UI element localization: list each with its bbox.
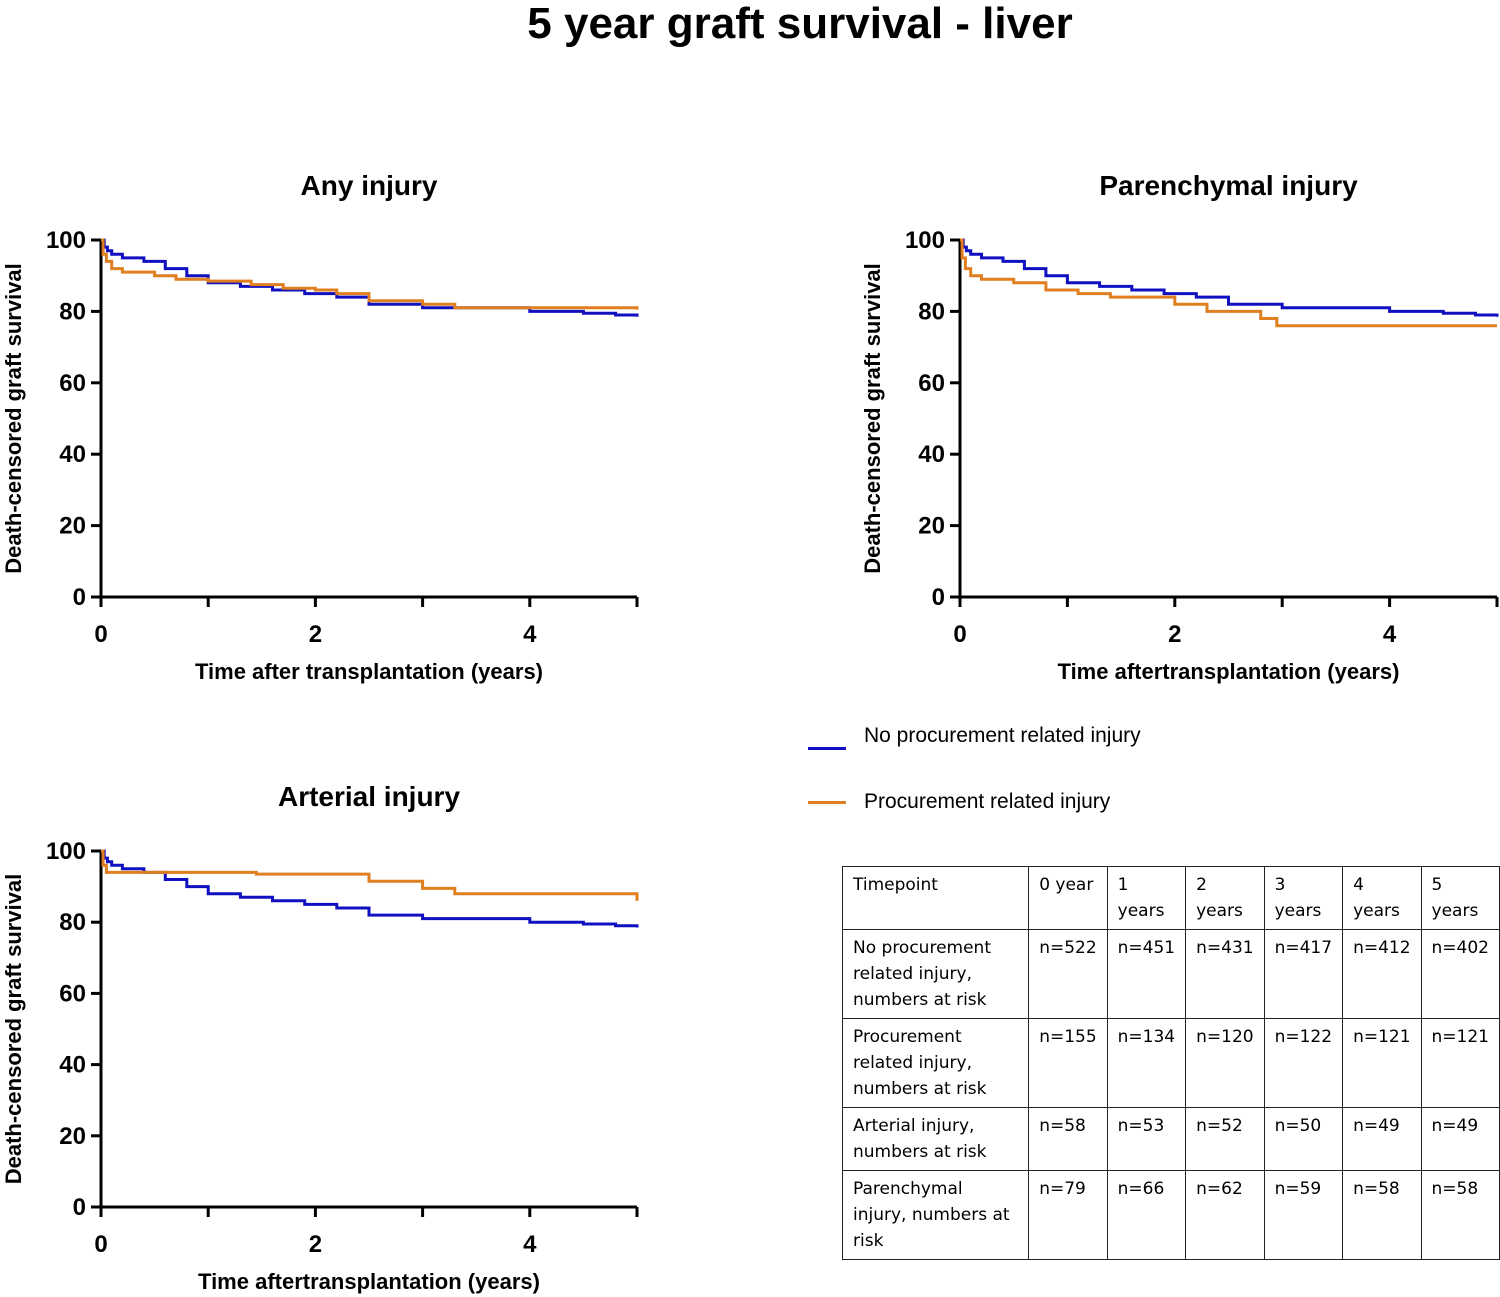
table-cell: n=66	[1106, 1170, 1187, 1260]
any-injury-x-tick-label: 4	[523, 621, 537, 648]
legend: No procurement related injury Procuremen…	[808, 722, 1168, 818]
parenchymal-injury-x-axis-label: Time aftertransplantation (years)	[1058, 659, 1400, 684]
table-cell: n=50	[1263, 1107, 1344, 1171]
table-cell: n=522	[1028, 929, 1108, 1019]
table-header-cell: 2 years	[1185, 866, 1265, 930]
any-injury-x-tick-label: 2	[309, 621, 322, 648]
table-cell: n=155	[1028, 1018, 1108, 1108]
table-cell: n=62	[1185, 1170, 1265, 1260]
table-cell: n=121	[1420, 1018, 1500, 1108]
table-row-label: No procurement related injury, numbers a…	[841, 929, 1030, 1019]
table-header-cell: Timepoint	[841, 866, 1030, 930]
table-header-cell: 1 years	[1106, 866, 1187, 930]
any-injury-series-no-injury	[101, 238, 639, 317]
arterial-injury-title: Arterial injury	[278, 781, 460, 812]
parenchymal-injury-x-tick-label: 0	[953, 621, 966, 648]
table-cell: n=58	[1028, 1107, 1108, 1171]
table-cell: n=79	[1028, 1170, 1108, 1260]
legend-label-no-injury: No procurement related injury	[864, 724, 1141, 747]
any-injury-x-tick-label: 0	[94, 621, 107, 648]
parenchymal-injury-x-tick-label: 4	[1383, 621, 1397, 648]
table-cell: n=49	[1420, 1107, 1500, 1171]
table-cell: n=402	[1420, 929, 1500, 1019]
table-cell: n=451	[1106, 929, 1187, 1019]
legend-swatch-injury	[808, 801, 846, 804]
any-injury-y-tick-label: 40	[59, 441, 86, 468]
table-row-label: Arterial injury, numbers at risk	[841, 1107, 1030, 1171]
legend-item-injury: Procurement related injury	[808, 788, 1168, 818]
table-cell: n=122	[1263, 1018, 1344, 1108]
table-cell: n=121	[1342, 1018, 1422, 1108]
table-row: No procurement related injury, numbers a…	[841, 929, 1500, 1019]
table-row: Parenchymal injury, numbers at risk n=79…	[841, 1170, 1500, 1260]
parenchymal-injury-y-axis-label: Death-censored graft survival	[860, 263, 885, 574]
arterial-injury-x-tick-label: 0	[94, 1231, 107, 1258]
parenchymal-injury-series-injury	[960, 238, 1497, 328]
arterial-injury-y-tick-label: 0	[73, 1194, 86, 1221]
any-injury-x-axis-label: Time after transplantation (years)	[195, 659, 543, 684]
table-row-label: Parenchymal injury, numbers at risk	[841, 1170, 1030, 1260]
parenchymal-injury-y-tick-label: 60	[918, 370, 945, 397]
any-injury-y-tick-label: 80	[59, 298, 86, 325]
numbers-at-risk-table: Timepoint 0 year 1 years 2 years 3 years…	[841, 866, 1500, 1260]
legend-label-injury: Procurement related injury	[864, 790, 1111, 813]
figure-title: 5 year graft survival - liver	[527, 0, 1073, 48]
parenchymal-injury-title: Parenchymal injury	[1099, 170, 1358, 201]
table-cell: n=120	[1185, 1018, 1265, 1108]
arterial-injury-y-tick-label: 80	[59, 909, 86, 936]
table-header-cell: 5 years	[1420, 866, 1500, 930]
arterial-injury-y-tick-label: 40	[59, 1052, 86, 1079]
parenchymal-injury-y-tick-label: 0	[932, 584, 945, 611]
any-injury-series-injury	[101, 238, 639, 310]
any-injury-y-tick-label: 0	[73, 584, 86, 611]
table-header-cell: 3 years	[1263, 866, 1344, 930]
arterial-injury-y-tick-label: 100	[46, 838, 86, 865]
any-injury-title: Any injury	[301, 170, 438, 201]
legend-item-no-injury: No procurement related injury	[808, 722, 1168, 788]
any-injury-y-tick-label: 100	[46, 227, 86, 254]
table-row-label: Procurement related injury, numbers at r…	[841, 1018, 1030, 1108]
table-cell: n=53	[1106, 1107, 1187, 1171]
arterial-injury-series-injury	[101, 849, 639, 901]
table-row: Procurement related injury, numbers at r…	[841, 1018, 1500, 1108]
table-cell: n=52	[1185, 1107, 1265, 1171]
table-cell: n=412	[1342, 929, 1422, 1019]
table-cell: n=49	[1342, 1107, 1422, 1171]
table-row: Arterial injury, numbers at risk n=58 n=…	[841, 1107, 1500, 1171]
table-header-row: Timepoint 0 year 1 years 2 years 3 years…	[841, 866, 1500, 930]
arterial-injury-y-axis-label: Death-censored graft survival	[1, 874, 26, 1185]
arterial-injury-series-no-injury	[101, 849, 639, 928]
arterial-injury-y-tick-label: 60	[59, 980, 86, 1007]
any-injury-y-tick-label: 60	[59, 370, 86, 397]
arterial-injury-x-tick-label: 4	[523, 1231, 537, 1258]
parenchymal-injury-y-tick-label: 40	[918, 441, 945, 468]
parenchymal-injury-series-no-injury	[960, 238, 1499, 317]
table-cell: n=58	[1342, 1170, 1422, 1260]
parenchymal-injury-x-tick-label: 2	[1168, 621, 1181, 648]
table-cell: n=417	[1263, 929, 1344, 1019]
table-header-cell: 4 years	[1342, 866, 1422, 930]
table-cell: n=59	[1263, 1170, 1344, 1260]
arterial-injury-x-tick-label: 2	[309, 1231, 322, 1258]
parenchymal-injury-y-tick-label: 100	[905, 227, 945, 254]
legend-swatch-no-injury	[808, 747, 846, 750]
table-cell: n=58	[1420, 1170, 1500, 1260]
arterial-injury-y-tick-label: 20	[59, 1123, 86, 1150]
table-cell: n=431	[1185, 929, 1265, 1019]
parenchymal-injury-y-tick-label: 80	[918, 298, 945, 325]
parenchymal-injury-y-tick-label: 20	[918, 513, 945, 540]
any-injury-y-tick-label: 20	[59, 513, 86, 540]
any-injury-y-axis-label: Death-censored graft survival	[1, 263, 26, 574]
table-cell: n=134	[1106, 1018, 1187, 1108]
table-header-cell: 0 year	[1028, 866, 1108, 930]
arterial-injury-x-axis-label: Time aftertransplantation (years)	[198, 1269, 540, 1294]
